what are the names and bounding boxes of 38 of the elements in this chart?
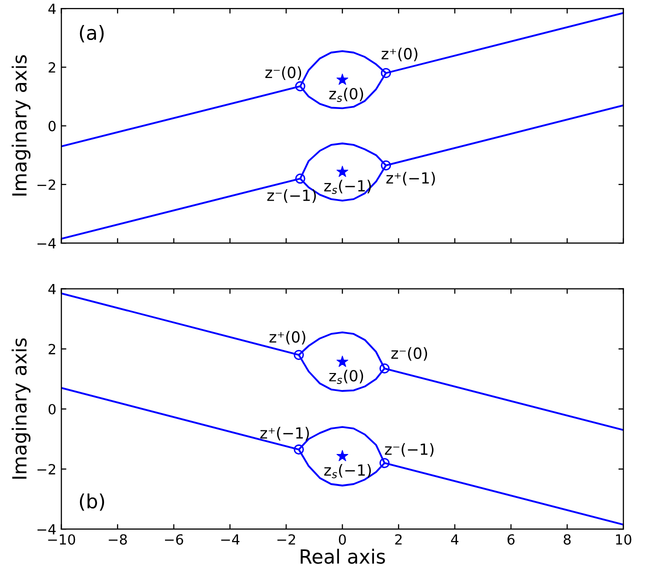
y-tick-label: 4 bbox=[48, 284, 56, 294]
x-tick-label: −8 bbox=[108, 534, 127, 545]
annotation: z⁻(−1) bbox=[267, 189, 316, 203]
y-tick-label: 0 bbox=[48, 404, 56, 414]
y-tick-label: −4 bbox=[38, 524, 56, 534]
annotation: z⁺(0) bbox=[270, 330, 306, 344]
x-tick-label: 2 bbox=[395, 534, 402, 545]
annotation: z⁺(−1) bbox=[386, 172, 435, 186]
annotation: z⁺(−1) bbox=[260, 426, 309, 440]
y-tick-label: −2 bbox=[38, 464, 56, 474]
x-tick-label: 6 bbox=[508, 534, 515, 545]
annotation: z$_{s}$(−1) bbox=[324, 180, 371, 194]
x-tick-label: 8 bbox=[564, 534, 571, 545]
x-tick-label: 4 bbox=[451, 534, 458, 545]
x-tick-label: −4 bbox=[221, 534, 240, 545]
annotation: z⁻(−1) bbox=[384, 443, 434, 457]
annotation: (a) bbox=[80, 25, 104, 42]
x-tick-label: 0 bbox=[338, 534, 346, 545]
y-tick-label: 0 bbox=[48, 120, 56, 132]
x-tick-label: −2 bbox=[277, 534, 296, 545]
annotation: z⁻(0) bbox=[391, 347, 428, 361]
x-tick-label: −10 bbox=[48, 534, 76, 545]
x-tick-label: 10 bbox=[616, 534, 632, 545]
y-axis-title: Imaginary axis bbox=[12, 338, 30, 479]
y-tick-label: 2 bbox=[48, 344, 56, 354]
annotation: z$_{s}$(0) bbox=[329, 370, 364, 384]
y-tick-label: −2 bbox=[38, 179, 56, 190]
y-tick-label: −4 bbox=[38, 238, 56, 248]
y-tick-label: 2 bbox=[48, 62, 56, 72]
y-tick-label: 4 bbox=[48, 4, 56, 14]
annotation: z$_{s}$(−1) bbox=[324, 464, 371, 478]
annotation: z⁺(0) bbox=[382, 48, 418, 62]
annotation: (b) bbox=[80, 493, 104, 511]
x-tick-label: −6 bbox=[165, 534, 184, 545]
x-axis-title: Real axis bbox=[300, 548, 385, 564]
y-axis-title: Imaginary axis bbox=[12, 55, 30, 196]
annotation: z$_{s}$(0) bbox=[329, 88, 364, 102]
annotation: z⁻(0) bbox=[265, 66, 302, 80]
